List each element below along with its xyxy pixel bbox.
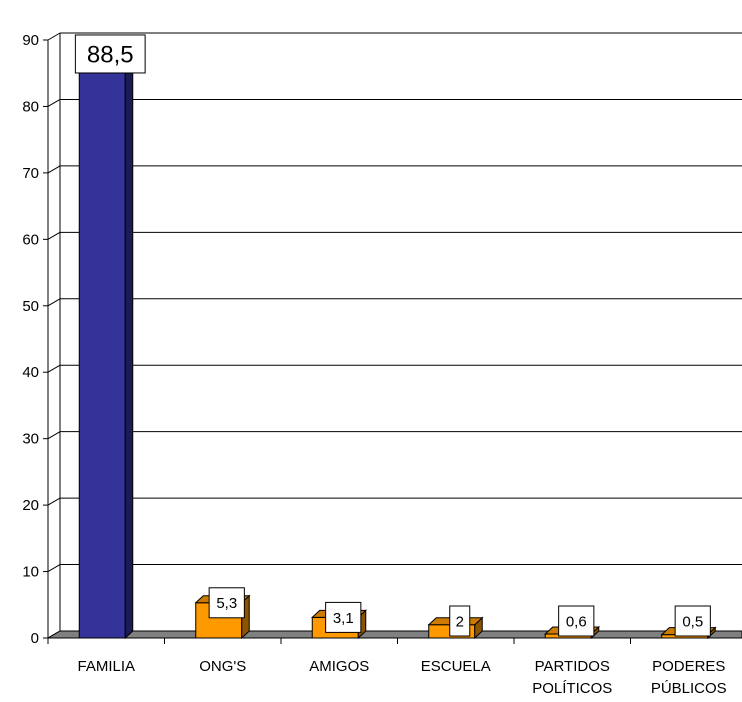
bar — [77, 41, 135, 640]
side-wall-line — [47, 298, 61, 307]
y-tick-label: 10 — [22, 564, 39, 581]
data-label: 0,6 — [558, 605, 595, 637]
y-tick-label: 50 — [22, 298, 39, 315]
data-label: 2 — [449, 605, 471, 637]
x-axis-labels: FAMILIA ONG'S AMIGOS ESCUELA PARTIDOS POLÍTIC… — [77, 658, 726, 697]
side-wall-line — [47, 364, 61, 373]
data-label-text: 0,6 — [566, 613, 587, 630]
data-label-box — [74, 34, 146, 74]
data-label-box — [558, 605, 595, 637]
floor-top — [46, 630, 742, 639]
category-label: PARTIDOS — [535, 658, 610, 675]
gridlines — [47, 32, 742, 639]
bar-front — [78, 49, 126, 639]
data-label-text: 2 — [456, 613, 464, 630]
data-label-box — [449, 605, 471, 637]
data-label: 88,5 — [74, 34, 146, 74]
data-label-text: 5,3 — [216, 595, 237, 612]
side-wall-line — [47, 231, 61, 240]
side-wall-line — [47, 564, 61, 572]
data-label-text: 3,1 — [333, 610, 354, 627]
y-tick-label: 30 — [22, 431, 39, 448]
side-wall-line — [47, 99, 61, 107]
category-label: ESCUELA — [421, 658, 491, 675]
category-label: POLÍTICOS — [532, 680, 612, 697]
y-tick-label: 80 — [22, 98, 39, 115]
y-tick-label: 90 — [22, 32, 39, 49]
side-wall-line — [47, 431, 61, 440]
side-wall-line — [47, 165, 61, 174]
data-label: 5,3 — [208, 587, 245, 619]
category-label: PODERES — [652, 658, 725, 675]
y-tick-label: 70 — [22, 165, 39, 182]
bars — [77, 41, 717, 640]
category-label: PÚBLICOS — [651, 680, 727, 697]
chart-floor — [46, 630, 742, 639]
category-label: AMIGOS — [309, 658, 369, 675]
data-label: 0,5 — [674, 605, 711, 637]
y-tick-label: 40 — [22, 364, 39, 381]
category-label: ONG'S — [199, 658, 246, 675]
data-labels: 88,5 5,3 3,1 2 0,6 0,5 — [74, 34, 711, 637]
side-wall-line — [47, 32, 61, 41]
data-label-box — [208, 587, 245, 619]
y-tick-label: 0 — [31, 630, 39, 647]
y-axis: 0 10 20 30 40 50 60 70 80 90 — [22, 32, 631, 647]
y-tick-label: 20 — [22, 497, 39, 514]
category-label: FAMILIA — [77, 658, 135, 675]
data-label-box — [674, 605, 711, 637]
data-label: 3,1 — [325, 601, 362, 633]
data-label-box — [325, 601, 362, 633]
side-wall-line — [47, 497, 61, 506]
data-label-text: 0,5 — [682, 613, 703, 630]
data-label-text: 88,5 — [87, 42, 134, 69]
bar-side — [124, 41, 134, 640]
y-tick-label: 60 — [22, 231, 39, 248]
